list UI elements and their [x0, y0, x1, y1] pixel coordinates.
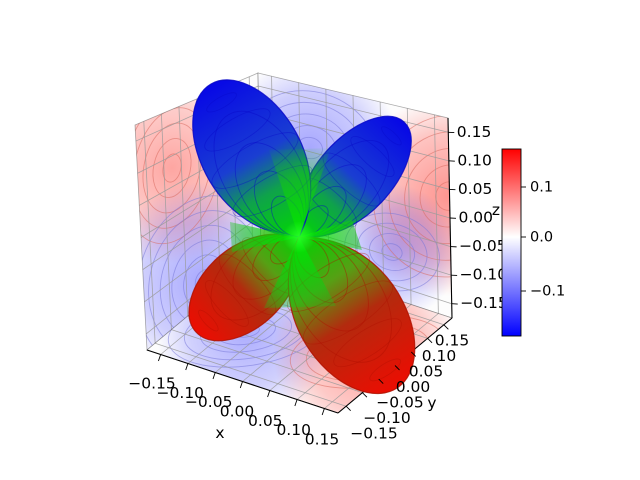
x-axis-tick-label: 0.10	[276, 421, 311, 439]
x-axis-tick-label: −0.10	[157, 384, 205, 402]
contour-line	[368, 233, 416, 271]
y-axis-tick	[362, 392, 368, 398]
y-axis-tick	[427, 338, 433, 344]
colorbar: 0.1 0.0 −0.1	[501, 148, 565, 337]
z-axis-tick-label: 0.15	[457, 123, 492, 141]
x-axis-tick	[185, 363, 189, 371]
z-axis-tick-label: −0.10	[460, 266, 508, 284]
center-fan-down	[264, 237, 336, 308]
x-axis-tick	[212, 372, 216, 380]
tick-marks	[158, 131, 458, 416]
x-axis-tick	[321, 408, 325, 416]
z-axis-label: z	[492, 201, 500, 219]
y-axis-tick	[443, 324, 449, 330]
x-axis-tick	[158, 354, 162, 362]
contour-line	[435, 181, 452, 211]
z-axis-tick-label: 0.10	[457, 151, 492, 169]
contour-line	[152, 138, 192, 198]
mesh-ring	[204, 108, 271, 152]
x-axis-tick	[294, 399, 298, 407]
colorbar-tick-label: 0.0	[530, 230, 553, 246]
contour-line	[381, 243, 403, 261]
y-axis-tick-label: 0.05	[409, 363, 444, 381]
z-axis-tick-label: −0.05	[459, 237, 507, 255]
x-axis-tick	[239, 381, 243, 389]
lobe-lower-left-body	[188, 234, 301, 341]
y-axis-tick	[378, 378, 384, 384]
center-glow	[283, 221, 315, 253]
mesh-ring	[381, 126, 402, 146]
y-axis-tick	[394, 365, 400, 371]
surface-lobes	[188, 79, 416, 395]
mesh-outline	[287, 236, 416, 395]
y-axis-tick-label: 0.00	[396, 378, 431, 396]
pane-grid-line	[171, 329, 363, 394]
center-fan-right	[299, 220, 362, 250]
center-fan-left	[230, 222, 299, 252]
pane-grid-line	[155, 342, 347, 407]
y-axis-tick	[345, 405, 351, 412]
mesh-ring	[287, 252, 370, 312]
colorbar-tick-label: 0.1	[530, 180, 553, 196]
center-fan-up	[269, 148, 331, 237]
y-axis-tick	[410, 351, 417, 357]
y-axis-label: y	[427, 394, 436, 412]
mesh-ring	[206, 92, 237, 113]
x-axis-tick-label: 0.00	[220, 403, 255, 421]
z-axis-tick-label: 0.05	[458, 180, 493, 198]
x-axis-label: x	[215, 424, 224, 442]
lobe-upper-right-body	[297, 116, 412, 238]
mesh-ring	[211, 132, 299, 189]
mesh-ring	[333, 318, 402, 368]
mesh-ring	[218, 253, 277, 316]
colorbar-gradient	[501, 148, 522, 337]
z-axis-tick-label: −0.15	[460, 294, 508, 312]
colorbar-tick-label: −0.1	[530, 284, 565, 300]
z-axis-tick-label: 0.00	[459, 209, 494, 227]
contour-line	[419, 164, 452, 228]
y-axis-tick-label: −0.05	[376, 394, 424, 412]
mesh-ring	[303, 280, 393, 345]
x-axis-tick-label: 0.05	[248, 412, 283, 430]
x-axis-tick-label: 0.15	[305, 431, 340, 449]
mesh-ring	[369, 358, 402, 382]
y-axis-tick-label: −0.15	[350, 425, 398, 443]
x-axis-tick-label: −0.15	[128, 375, 176, 393]
x-axis-tick	[267, 390, 271, 398]
mesh-ring	[350, 136, 395, 177]
y-axis-tick-label: −0.10	[363, 409, 411, 427]
x-axis-tick-label: −0.05	[185, 393, 233, 411]
mesh-ring	[205, 280, 249, 327]
tick-labels: −0.15−0.10−0.050.000.050.100.15 −0.15−0.1…	[128, 123, 507, 449]
y-axis-tick-label: 0.10	[422, 347, 457, 365]
pane-grid-line	[258, 85, 449, 133]
mesh-ring	[198, 309, 219, 332]
y-axis-tick-label: 0.15	[435, 332, 470, 350]
